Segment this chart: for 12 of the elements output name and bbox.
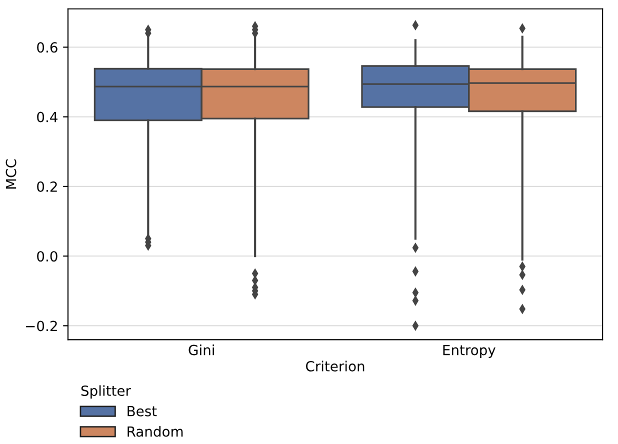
legend-title: Splitter xyxy=(81,385,131,399)
y-axis-title: MCC xyxy=(6,159,16,189)
x-tick-label: Gini xyxy=(188,344,214,356)
x-axis-title: Criterion xyxy=(306,360,364,372)
text: 0.0 xyxy=(37,251,58,262)
y-tick-label: 0.4 xyxy=(37,112,58,122)
y-tick-label: 0.2 xyxy=(37,181,57,192)
y-tick-label: 0.6 xyxy=(37,42,58,53)
y-tick-label: −0.2 xyxy=(26,320,57,332)
legend-label: Best xyxy=(128,406,157,416)
x-tick-label: Entropy xyxy=(443,344,496,358)
legend-label: Random xyxy=(128,426,183,437)
